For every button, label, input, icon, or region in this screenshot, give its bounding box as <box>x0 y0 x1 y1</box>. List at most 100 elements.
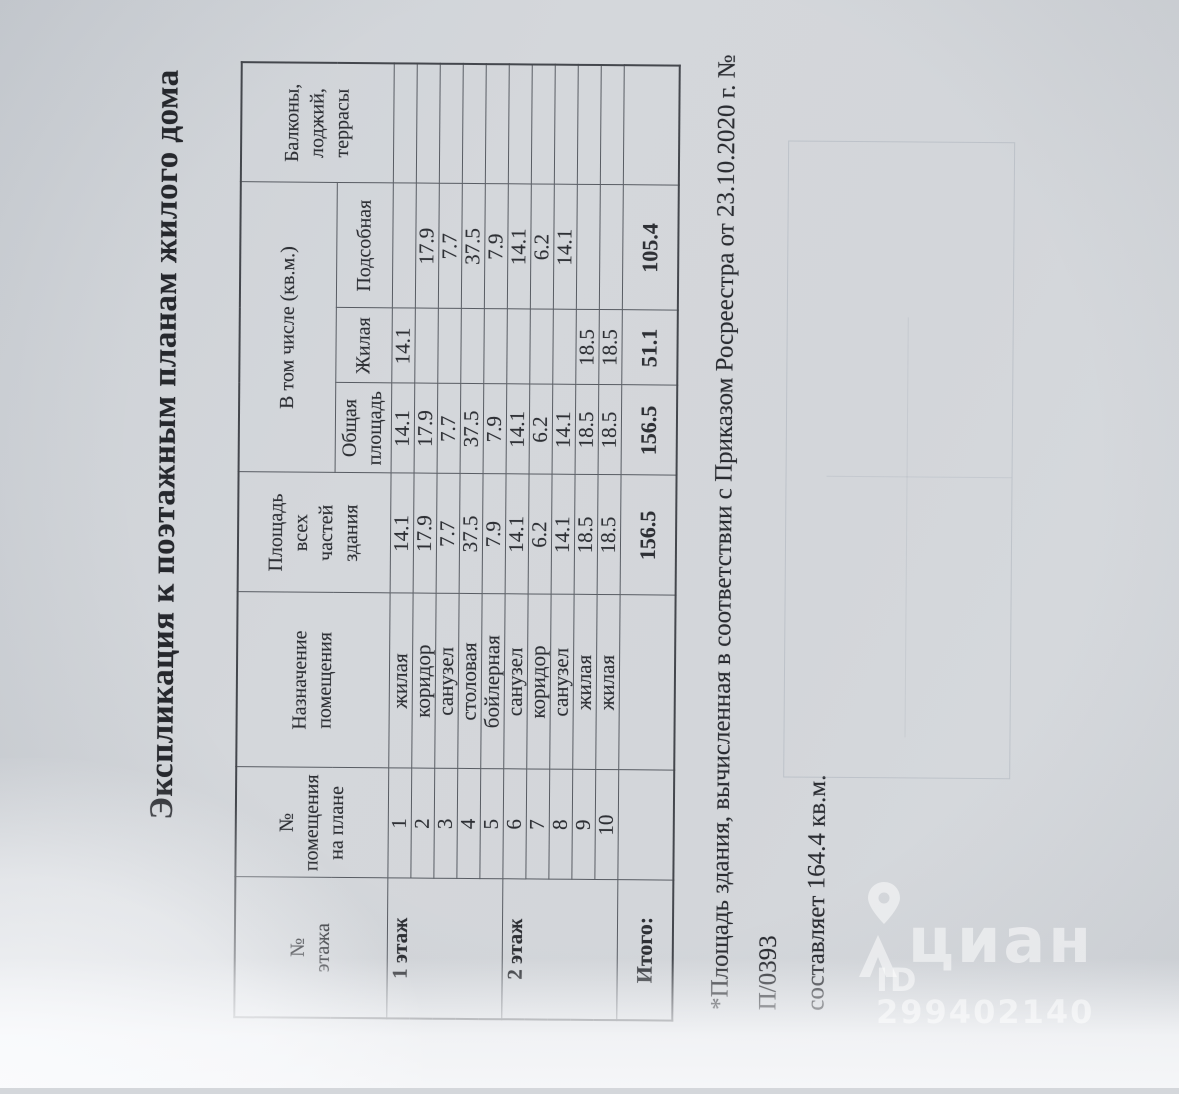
table-cell: 6.2 <box>529 184 554 310</box>
table-cell <box>618 595 676 771</box>
table-cell <box>576 64 601 185</box>
table-cell: санузел <box>549 594 574 770</box>
table-cell: 18.5 <box>596 474 621 596</box>
table-cell <box>552 309 576 385</box>
total-label-cell: Итого: <box>616 880 673 1021</box>
table-cell: коридор <box>526 594 551 770</box>
bleed-through-line <box>826 475 1012 479</box>
table-cell: 14.1 <box>504 474 529 595</box>
table-cell: 37.5 <box>458 473 483 595</box>
header-including-group: В том числе (кв.м.) <box>238 182 337 473</box>
table-cell: санузел <box>503 594 528 770</box>
header-room-no: № помещения на плане <box>235 767 389 879</box>
table-cell: 7 <box>525 769 550 880</box>
header-area-common: Общая площадь <box>334 382 392 474</box>
table-cell <box>598 184 623 311</box>
header-floor-no: № этажа <box>234 877 388 1019</box>
table-cell: 156.5 <box>620 385 677 476</box>
table-cell: 18.5 <box>597 384 622 476</box>
table-cell: 1 <box>387 768 412 879</box>
table-cell <box>530 64 555 185</box>
cian-pin-icon <box>859 882 900 977</box>
table-cell <box>460 308 484 385</box>
table-cell <box>553 64 578 185</box>
table-cell: 2 <box>410 768 435 879</box>
bleed-through-line <box>904 317 909 738</box>
table-cell: 10 <box>594 769 619 881</box>
table-cell: 18.5 <box>575 309 599 385</box>
table-cell: 7.7 <box>437 183 462 309</box>
bleed-through-plan-outline <box>783 140 1016 780</box>
table-cell: 7.9 <box>482 384 507 475</box>
table-cell: бойлерная <box>480 594 505 770</box>
table-cell: 18.5 <box>574 384 599 475</box>
table-cell <box>617 770 674 881</box>
table-cell: 3 <box>433 768 458 879</box>
table-cell: санузел <box>434 593 459 769</box>
table-cell: 37.5 <box>459 383 484 475</box>
table-cell: жилая <box>572 594 597 770</box>
floor-label-cell: 2 этаж <box>501 879 618 1021</box>
table-cell: 17.9 <box>414 183 439 309</box>
table-cell: 7.9 <box>483 184 508 310</box>
header-area-aux: Подсобная <box>335 182 393 309</box>
table-total-row: Итого: 156.5 156.5 51.1 105.4 <box>616 65 680 1021</box>
table-cell: 7.7 <box>435 473 460 594</box>
floor-label-cell: 1 этаж <box>386 878 503 1020</box>
table-cell <box>506 309 530 385</box>
table-cell: 14.1 <box>551 384 576 475</box>
table-cell: 8 <box>548 769 573 880</box>
table-cell: 17.9 <box>413 383 438 474</box>
table-cell <box>392 63 417 184</box>
table-cell: 14.1 <box>550 474 575 595</box>
header-purpose: Назначение помещения <box>236 592 390 769</box>
table-cell <box>391 183 416 309</box>
header-area-living: Жилая <box>335 307 392 384</box>
table-cell: 14.1 <box>391 308 415 384</box>
table-cell: 6 <box>502 769 527 880</box>
table-cell: 18.5 <box>573 474 598 595</box>
table-cell: 18.5 <box>598 309 622 386</box>
table-cell <box>461 63 486 185</box>
table-cell: 14.1 <box>390 383 415 474</box>
table-cell: 51.1 <box>621 310 678 386</box>
table-cell: столовая <box>457 593 482 770</box>
cian-brand-text: циан <box>908 904 1095 977</box>
table-cell: 14.1 <box>389 473 414 594</box>
table-cell <box>483 309 507 385</box>
table-cell <box>414 308 438 384</box>
table-cell <box>575 184 600 310</box>
table-header-row: № этажа № помещения на плане Назначение … <box>234 62 394 1019</box>
explication-table: № этажа № помещения на плане Назначение … <box>233 61 681 1022</box>
table-cell <box>622 65 680 186</box>
table-cell: 7.9 <box>481 474 506 595</box>
table-cell <box>438 63 463 184</box>
table-cell: 6.2 <box>528 384 553 475</box>
table-cell <box>599 64 624 186</box>
table-cell: 4 <box>456 768 481 880</box>
cian-watermark: циан ID 299402140 <box>848 872 1108 1028</box>
table-cell: жилая <box>595 594 620 771</box>
header-balconies: Балконы, лоджий, террасы <box>240 62 394 184</box>
table-cell: 156.5 <box>619 475 677 596</box>
table-cell: 37.5 <box>460 183 485 310</box>
table-cell: 14.1 <box>552 184 577 310</box>
table-cell <box>415 63 440 184</box>
table-cell: 14.1 <box>506 184 531 310</box>
table-cell <box>437 308 461 384</box>
table-cell: жилая <box>388 593 413 769</box>
watermark-id-text: ID 299402140 <box>876 961 1095 1031</box>
table-cell: 9 <box>571 769 596 880</box>
table-cell <box>529 309 553 385</box>
table-cell: 14.1 <box>505 384 530 475</box>
table-cell <box>484 64 509 185</box>
header-area-all: Площадь всех частей здания <box>237 472 391 594</box>
table-cell: 7.7 <box>436 383 461 474</box>
table-cell: 5 <box>479 769 504 880</box>
table-cell: коридор <box>411 593 436 769</box>
table-cell <box>507 64 532 185</box>
table-cell: 17.9 <box>412 473 437 594</box>
page-title: Экспликация к поэтажным планам жилого до… <box>143 69 186 820</box>
table-cell: 105.4 <box>621 185 679 311</box>
table-cell: 6.2 <box>527 474 552 595</box>
